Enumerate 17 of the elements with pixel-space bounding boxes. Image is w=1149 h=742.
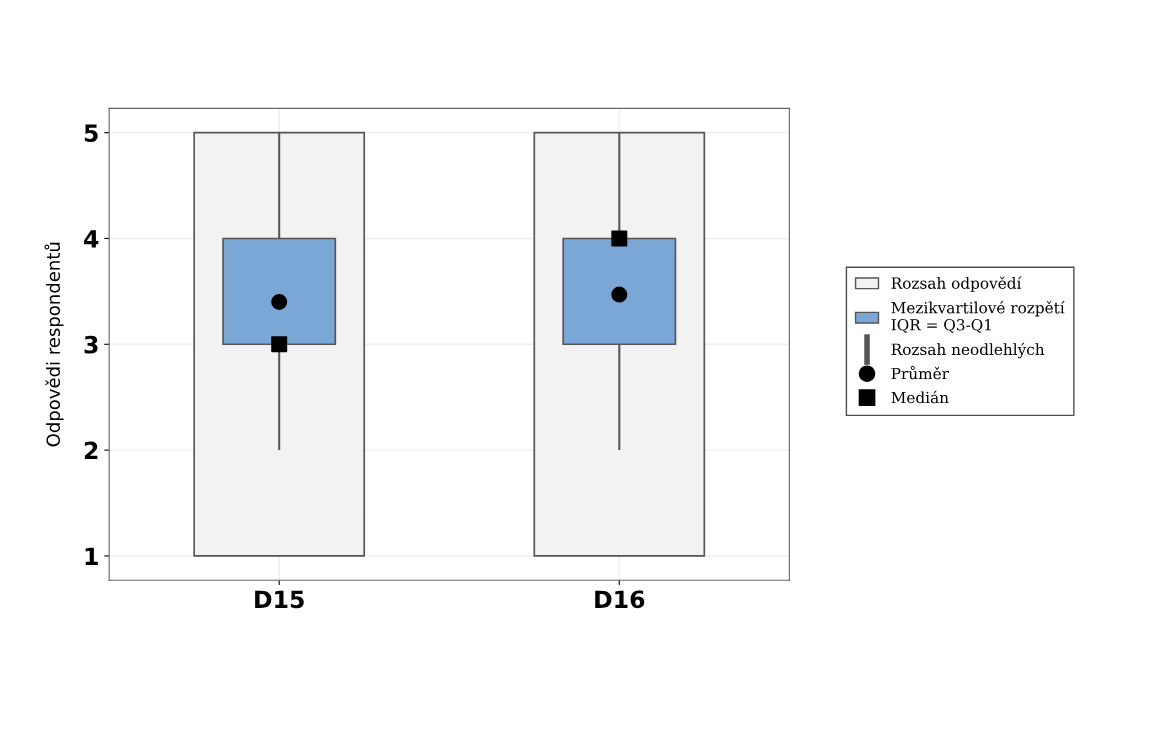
point (271, 336, 288, 353)
legend-label: Rozsah odpovědí (891, 276, 1022, 292)
legend-label: Mezikvartilové rozpětí IQR = Q3-Q1 (891, 301, 1065, 333)
legend-label: Rozsah neodlehlých (891, 342, 1045, 359)
y-tick-label: 1 (85, 547, 98, 565)
x-tick-label: D15 (255, 590, 304, 609)
y-tick-label: 5 (84, 124, 98, 142)
y-tick-label: 3 (84, 335, 98, 354)
legend-label: Průměr (891, 365, 949, 380)
point (611, 286, 628, 303)
x-tick-label: D16 (595, 590, 645, 609)
point (271, 293, 288, 310)
point (611, 230, 628, 247)
y-tick-label: 2 (84, 441, 98, 460)
y-tick-label: 4 (84, 230, 99, 248)
legend-label: Medián (891, 390, 949, 404)
y-axis-title: Odpovědi respondentů (44, 242, 64, 447)
